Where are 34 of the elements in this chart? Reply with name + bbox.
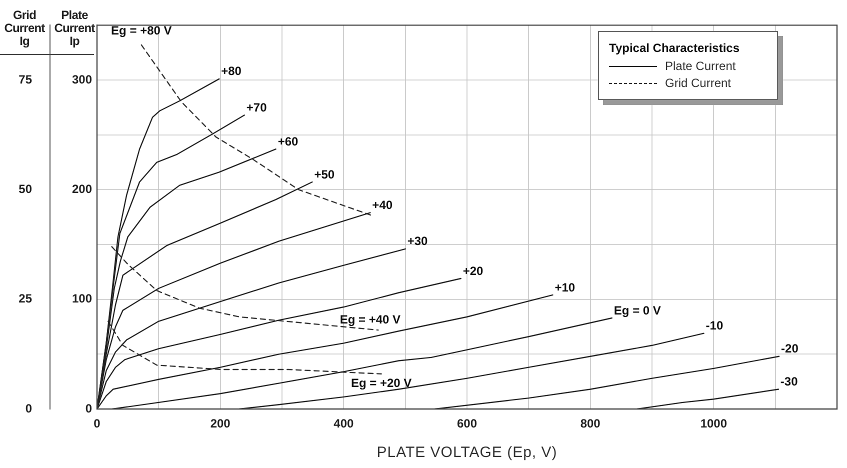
- series-label: -30: [780, 374, 798, 389]
- y-tick-label: 200: [72, 182, 92, 196]
- series-label: +40: [372, 198, 393, 212]
- x-tick-label: 600: [456, 416, 478, 431]
- series-label: Eg = +80 V: [111, 23, 172, 38]
- annotation: Plate Current: [665, 59, 736, 73]
- series-label: +50: [314, 167, 335, 182]
- series-label: +70: [246, 100, 268, 114]
- x-tick-label: 1000: [700, 416, 728, 431]
- series-label: -10: [706, 318, 724, 333]
- x-axis-title: PLATE VOLTAGE (Ep, V): [376, 444, 558, 461]
- series-label: Eg = +20 V: [350, 376, 412, 390]
- legend-title: Typical Characteristics: [609, 41, 741, 55]
- annotation: Grid Current: [665, 76, 732, 90]
- y-tick-label: 100: [72, 292, 92, 306]
- y-axis-title: Plate Current Ip: [53, 8, 96, 48]
- y-tick-label: 0: [85, 401, 92, 416]
- series-label: Eg = +40 V: [340, 312, 401, 326]
- y2-tick-label: 0: [25, 401, 32, 416]
- series-label: +60: [278, 134, 299, 148]
- y2-tick-label: 50: [18, 182, 32, 196]
- x-tick-label: 200: [210, 416, 231, 431]
- y2-axis-title: Grid Current Ig: [3, 8, 46, 48]
- series-label: +30: [407, 234, 428, 248]
- y-tick-label: 300: [72, 72, 92, 86]
- series-label: +20: [462, 264, 484, 278]
- series-label: -20: [781, 342, 799, 356]
- series-label: +10: [554, 280, 576, 294]
- x-tick-label: 800: [580, 416, 601, 431]
- x-tick-label: 400: [334, 416, 354, 431]
- series-label: Eg = 0 V: [614, 303, 661, 318]
- y2-tick-label: 25: [18, 292, 32, 306]
- series-label: +80: [221, 64, 242, 78]
- y2-tick-label: 75: [18, 72, 32, 86]
